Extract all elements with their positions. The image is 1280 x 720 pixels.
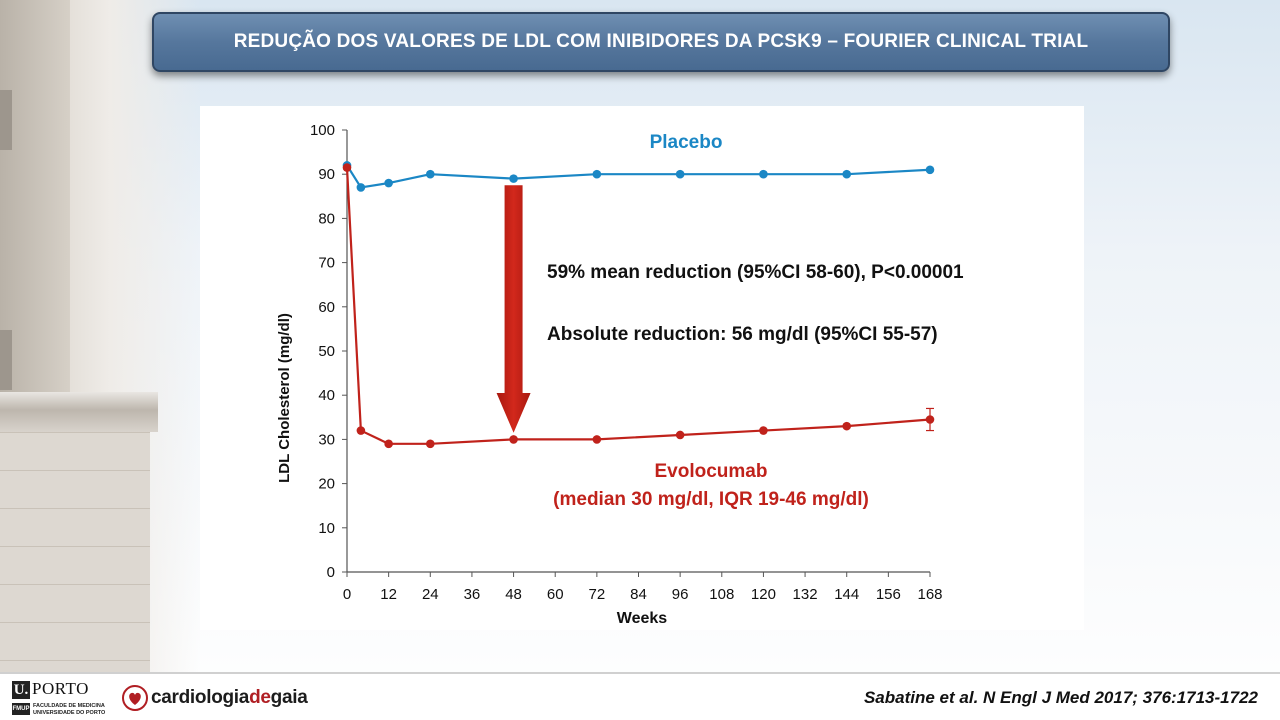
evolocumab-point	[509, 435, 518, 444]
x-tick-label: 0	[343, 586, 351, 603]
building-stonework	[0, 432, 150, 672]
heart-icon	[122, 685, 148, 711]
evolocumab-point	[842, 421, 852, 431]
cdg-part-1: cardiologia	[151, 687, 250, 708]
placebo-point	[592, 169, 602, 179]
x-tick-label: 84	[630, 586, 647, 603]
x-tick-label: 156	[876, 586, 901, 603]
evolocumab-point	[759, 426, 768, 435]
cardiologiadegaia-logo: cardiologiadegaia	[122, 683, 308, 713]
building-window-sill	[0, 90, 12, 150]
uporto-mark: U.	[12, 681, 30, 699]
cardiologiadegaia-name: cardiologiadegaia	[151, 687, 308, 709]
evolocumab-point	[592, 435, 602, 444]
placebo-point	[759, 169, 768, 179]
y-tick-label: 40	[318, 387, 335, 404]
placebo-point	[675, 169, 685, 179]
placebo-point	[509, 174, 518, 183]
x-tick-label: 48	[505, 586, 522, 603]
evolocumab-point	[342, 163, 352, 172]
y-tick-label: 70	[318, 255, 335, 272]
x-tick-label: 72	[589, 586, 606, 603]
fmup-mark: FMUP	[12, 703, 30, 715]
evolocumab-sublabel: (median 30 mg/dl, IQR 19-46 mg/dl)	[553, 489, 869, 510]
x-tick-label: 12	[380, 586, 397, 603]
cdg-part-3: gaia	[270, 687, 308, 708]
x-tick-label: 36	[464, 586, 481, 603]
y-tick-label: 90	[318, 166, 335, 183]
absolute-reduction-text: Absolute reduction: 56 mg/dl (95%CI 55-5…	[547, 324, 938, 345]
placebo-point	[425, 169, 435, 179]
reduction-arrow	[496, 185, 531, 433]
y-tick-label: 60	[318, 299, 335, 316]
building-ledge	[0, 392, 158, 432]
x-tick-label: 168	[917, 586, 942, 603]
evolocumab-line	[345, 167, 931, 445]
evolocumab-point	[425, 439, 435, 449]
uporto-logo: U. PORTO FMUP FACULDADE DE MEDICINA UNIV…	[12, 679, 112, 717]
evolocumab-point	[356, 426, 366, 435]
y-tick-label: 100	[310, 122, 335, 139]
x-tick-label: 132	[793, 586, 818, 603]
evolocumab-point	[384, 439, 393, 449]
chart-panel: 0 10 20 30 40 50 60 70 80 90 100 0 12 24 36 48 60 72 84 96 1…	[200, 106, 1084, 630]
faculty-line-2: UNIVERSIDADE DO PORTO	[33, 709, 106, 716]
y-tick-label: 20	[318, 476, 335, 493]
y-tick-label: 0	[327, 564, 335, 581]
ldl-line-chart: 0 10 20 30 40 50 60 70 80 90 100 0 12 24 36 48 60 72 84 96 1…	[276, 122, 964, 627]
placebo-point	[384, 178, 393, 188]
background-building	[0, 0, 200, 672]
y-tick-label: 10	[318, 520, 335, 537]
placebo-point	[356, 183, 366, 192]
x-tick-label: 144	[834, 586, 859, 603]
citation: Sabatine et al. N Engl J Med 2017; 376:1…	[863, 688, 1258, 707]
x-axis-label: Weeks	[617, 610, 668, 627]
x-tick-label: 96	[672, 586, 689, 603]
x-tick-label: 60	[547, 586, 564, 603]
placebo-point	[842, 169, 852, 179]
placebo-line	[346, 164, 931, 189]
y-axis-label: LDL Cholesterol (mg/dl)	[276, 313, 293, 483]
placebo-label: Placebo	[650, 132, 723, 153]
x-tick-label: 24	[422, 586, 439, 603]
x-tick-label: 120	[751, 586, 776, 603]
slide-title-bar: REDUÇÃO DOS VALORES DE LDL COM INIBIDORE…	[152, 12, 1170, 72]
evolocumab-point	[925, 415, 935, 424]
faculty-line-1: FACULDADE DE MEDICINA	[33, 703, 105, 709]
uporto-name: PORTO	[32, 679, 89, 698]
y-tick-label: 80	[318, 210, 335, 227]
y-tick-label: 30	[318, 431, 335, 448]
evolocumab-point	[675, 430, 685, 440]
x-tick-label: 108	[709, 586, 734, 603]
faculty-name: FACULDADE DE MEDICINA UNIVERSIDADE DO PO…	[33, 703, 105, 716]
cdg-part-2: de	[249, 687, 271, 708]
building-window-sill	[0, 330, 12, 390]
evolocumab-label: Evolocumab	[655, 461, 768, 482]
placebo-point	[925, 165, 935, 175]
mean-reduction-text: 59% mean reduction (95%CI 58-60), P<0.00…	[547, 262, 964, 283]
slide-title: REDUÇÃO DOS VALORES DE LDL COM INIBIDORE…	[233, 31, 1089, 52]
y-tick-label: 50	[318, 343, 335, 360]
slide-footer: U. PORTO FMUP FACULDADE DE MEDICINA UNIV…	[0, 672, 1280, 720]
